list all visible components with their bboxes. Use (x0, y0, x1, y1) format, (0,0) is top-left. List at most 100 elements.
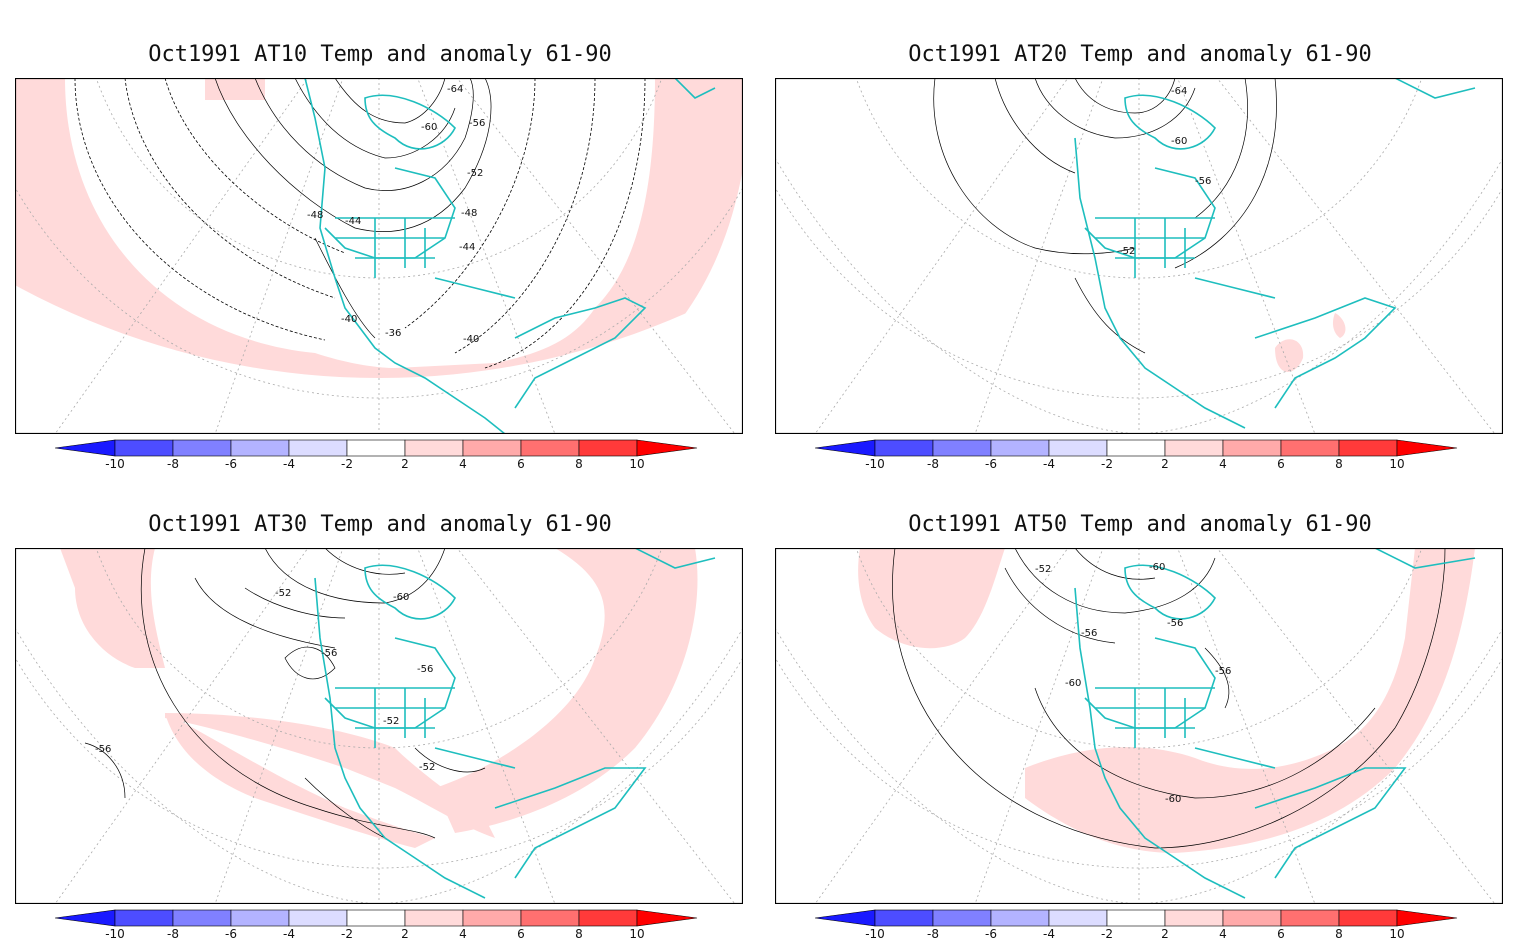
contour-labels: -52 -60 -56 -56 -56 -60 -60 (1035, 562, 1231, 805)
contour-label: -52 (1119, 246, 1135, 257)
contour-label: -52 (275, 588, 291, 599)
colorbar-tick-label: -10 (865, 457, 885, 470)
panel-title: Oct1991 AT30 Temp and anomaly 61-90 (148, 512, 612, 537)
colorbar-tick-label: -4 (1043, 457, 1055, 470)
colorbar-segment (1106, 909, 1166, 927)
contour-label: -48 (461, 208, 477, 219)
colorbar-segment (230, 439, 290, 457)
colorbar-arrow-high (1396, 909, 1458, 927)
colorbar-segment (1106, 439, 1166, 457)
colorbar-segment (1222, 439, 1282, 457)
colorbar-segment (520, 439, 580, 457)
contour-labels: -52 -60 -56 -56 -52 -56 -52 (95, 588, 435, 773)
colorbar-tick-label: -8 (167, 457, 179, 470)
contour-label: -52 (467, 168, 483, 179)
contour-label: -60 (1065, 678, 1081, 689)
map-panel-at10: Oct1991 AT10 Temp and anomaly 61-90 (0, 0, 760, 470)
colorbar-arrow-high (636, 909, 698, 927)
contour-label: -52 (383, 716, 399, 727)
colorbar-segment (874, 909, 934, 927)
colorbar-segment (1164, 909, 1224, 927)
coastlines (1074, 548, 1476, 899)
colorbar-segment (172, 909, 232, 927)
colorbar-segment (578, 439, 638, 457)
colorbar-segment (932, 909, 992, 927)
colorbar-segment (990, 909, 1050, 927)
colorbar-tick-label: 4 (459, 457, 467, 470)
grid-lines (15, 548, 743, 904)
contour-labels: -64 -60 -56 -52 -48 -44 -48 -44 -40 -36 -40 (307, 84, 485, 345)
colorbar-segment (462, 439, 522, 457)
colorbar-arrow-high (636, 439, 698, 457)
contour-label: -56 (1195, 176, 1211, 187)
colorbar-segment (1048, 439, 1108, 457)
panel-title: Oct1991 AT50 Temp and anomaly 61-90 (908, 512, 1372, 537)
warm-anomaly-band (165, 713, 495, 838)
temperature-contours (892, 548, 1446, 849)
temperature-contours (84, 548, 486, 839)
colorbar-segment (462, 909, 522, 927)
warm-anomaly-patch (1332, 313, 1346, 338)
colorbar-tick-label: -4 (283, 457, 295, 470)
colorbar: -10 -8 -6 -4 -2 2 4 6 8 10 (55, 439, 698, 470)
colorbar-arrow-low (815, 439, 876, 457)
colorbar-segment (1164, 439, 1224, 457)
contour-label: -56 (417, 664, 433, 675)
colorbar-segment (932, 439, 992, 457)
polar-map-at10: -64 -60 -56 -52 -48 -44 -48 -44 -40 -36 -40 (15, 78, 743, 434)
polar-map-at50: -52 -60 -56 -56 -56 -60 -60 (775, 548, 1503, 904)
colorbar-tick-label: -8 (167, 927, 179, 940)
contour-label: -60 (421, 122, 437, 133)
colorbar-segment (1338, 439, 1398, 457)
colorbar-segment (288, 909, 348, 927)
contour-label: -56 (469, 118, 485, 129)
warm-anomaly-patch (1275, 339, 1304, 372)
contour-label: -60 (1149, 562, 1165, 573)
colorbar-tick-label: -6 (225, 927, 237, 940)
colorbar-tick-label: 6 (1277, 927, 1285, 940)
contour-label: -64 (1171, 86, 1187, 97)
colorbar-segment (990, 439, 1050, 457)
polar-map-at30: -52 -60 -56 -56 -52 -56 -52 (15, 548, 743, 904)
contour-label: -64 (447, 84, 463, 95)
warm-anomaly-band (1025, 548, 1475, 853)
contour-label: -44 (345, 216, 361, 227)
contour-label: -52 (1035, 564, 1051, 575)
colorbar-arrow-high (1396, 439, 1458, 457)
contour-label: -56 (1215, 666, 1231, 677)
colorbar-tick-label: -6 (225, 457, 237, 470)
contour-label: -52 (419, 762, 435, 773)
contour-label: -56 (1081, 628, 1097, 639)
colorbar-segment (1280, 439, 1340, 457)
colorbar-segment (1048, 909, 1108, 927)
colorbar-segment (230, 909, 290, 927)
colorbar-segment (874, 439, 934, 457)
coastlines (304, 78, 716, 434)
colorbar-arrow-low (815, 909, 876, 927)
colorbar-tick-label: -8 (927, 457, 939, 470)
contour-label: -56 (95, 744, 111, 755)
colorbar-tick-label: 6 (517, 927, 525, 940)
contour-label: -56 (321, 648, 337, 659)
colorbar: -10 -8 -6 -4 -2 2 4 6 8 10 (815, 439, 1458, 470)
colorbar-tick-label: -10 (865, 927, 885, 940)
colorbar-tick-label: 2 (401, 927, 409, 940)
colorbar-segment (578, 909, 638, 927)
contour-labels: -64 -60 -56 -52 (1119, 86, 1211, 257)
contour-label: -44 (459, 242, 475, 253)
colorbar-tick-label: 8 (1335, 927, 1343, 940)
outer-white (15, 78, 743, 434)
colorbar-tick-label: 2 (401, 457, 409, 470)
colorbar-tick-label: 10 (629, 927, 644, 940)
colorbar-tick-label: 4 (1219, 457, 1227, 470)
colorbar-segment (1280, 909, 1340, 927)
colorbar-tick-label: 2 (1161, 457, 1169, 470)
contour-label: -40 (341, 314, 357, 325)
colorbar-tick-label: -2 (1101, 927, 1113, 940)
contour-label: -60 (1171, 136, 1187, 147)
colorbar-segment (288, 439, 348, 457)
warm-anomaly-band (60, 548, 165, 668)
colorbar-segment (1338, 909, 1398, 927)
colorbar-tick-label: 8 (575, 457, 583, 470)
map-panel-at50: Oct1991 AT50 Temp and anomaly 61-90 (760, 470, 1520, 940)
